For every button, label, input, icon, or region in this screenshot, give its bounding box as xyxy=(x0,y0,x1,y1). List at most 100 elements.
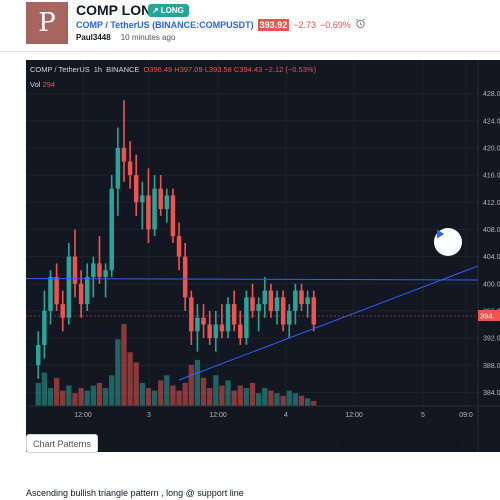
volume-bar xyxy=(243,388,250,406)
volume-bar xyxy=(219,385,225,406)
candle-body xyxy=(164,195,170,210)
candle-body xyxy=(268,290,274,311)
last-price-label: 394. xyxy=(480,312,495,321)
alarm-clock-icon[interactable] xyxy=(355,18,366,31)
published-time: 10 minutes ago xyxy=(120,33,176,42)
volume-bar xyxy=(139,382,145,406)
candle-body xyxy=(42,310,47,345)
candle-body xyxy=(293,290,298,311)
volume-bar xyxy=(72,393,78,406)
volume-bar xyxy=(47,388,54,406)
y-tick-label: 416.0 xyxy=(483,173,500,180)
y-tick-label: 408.0 xyxy=(483,227,500,234)
author-avatar[interactable]: P xyxy=(26,2,68,44)
candle-body xyxy=(280,297,286,325)
candle-body xyxy=(158,188,163,210)
candle-body xyxy=(182,256,188,298)
long-badge: ↗ LONG xyxy=(148,4,189,17)
volume-bar xyxy=(311,400,317,406)
arrow-up-icon: ↗ xyxy=(152,6,159,15)
volume-bar xyxy=(231,390,237,406)
candle-body xyxy=(287,310,292,325)
divider xyxy=(0,51,500,52)
volume-bar xyxy=(207,388,213,406)
candle-body xyxy=(231,304,237,325)
share-button[interactable] xyxy=(376,437,387,448)
volume-bar xyxy=(41,372,48,406)
price-change: −2.73 xyxy=(293,19,316,30)
candle-body xyxy=(201,317,206,325)
candle-body xyxy=(250,297,255,311)
play-button[interactable] xyxy=(434,228,462,256)
comments-button[interactable]: 0 xyxy=(340,437,359,448)
price-chart[interactable]: 384.0388.0392.0396.0400.0404.0408.0412.0… xyxy=(26,60,500,452)
volume-bar xyxy=(115,339,121,406)
candle-body xyxy=(91,263,96,277)
support-trendline[interactable] xyxy=(178,265,479,381)
candle-body xyxy=(78,283,84,305)
candle-body xyxy=(256,304,261,311)
megaphone-button[interactable] xyxy=(414,437,426,448)
y-tick-label: 428.0 xyxy=(483,91,500,98)
candle-body xyxy=(305,297,310,305)
volume-bar xyxy=(188,365,194,406)
legend-exchange: BINANCE xyxy=(106,65,140,74)
volume-bar xyxy=(145,388,152,406)
volume-bar xyxy=(262,388,268,406)
candle-body xyxy=(152,188,157,230)
volume-bar xyxy=(237,385,243,406)
y-tick-label: 384.0 xyxy=(483,390,500,397)
volume-bar xyxy=(109,375,115,406)
price-badge: 393.92 xyxy=(257,18,290,31)
candle-body xyxy=(311,297,316,325)
megaphone-icon xyxy=(415,437,424,448)
volume-bar xyxy=(292,393,299,406)
candle-body xyxy=(176,236,182,257)
volume-bar xyxy=(274,393,280,406)
volume-bar xyxy=(225,380,231,406)
price-change-pct: −0.69% xyxy=(319,19,351,30)
candle-body xyxy=(189,297,194,332)
y-tick-label: 400.0 xyxy=(483,281,500,288)
volume-bar xyxy=(164,375,170,406)
volume-bar xyxy=(96,382,103,406)
volume-label: Vol xyxy=(30,80,41,89)
play-icon xyxy=(437,229,444,239)
candle-body xyxy=(66,256,72,318)
candle-body xyxy=(54,276,59,305)
candle-body xyxy=(121,147,127,162)
symbol-link[interactable]: COMP / TetherUS (BINANCE:COMPUSDT) xyxy=(76,19,254,30)
volume-bar xyxy=(102,388,109,406)
x-tick-label: 3 xyxy=(147,412,151,419)
candle-body xyxy=(115,147,121,189)
candle-body xyxy=(195,317,200,332)
meta-line: Paul3448 10 minutes ago xyxy=(76,33,175,42)
author-name[interactable]: Paul3448 xyxy=(76,33,111,42)
volume-bar xyxy=(127,352,133,406)
resistance-line[interactable] xyxy=(26,278,479,281)
volume-bar xyxy=(182,382,188,406)
volume-bar xyxy=(213,375,219,406)
candle-body xyxy=(60,304,65,318)
bookmark-icon xyxy=(451,437,459,448)
x-tick-label: 12:00 xyxy=(209,412,227,419)
y-tick-label: 412.0 xyxy=(483,200,500,207)
volume-bar xyxy=(176,390,182,406)
candle-body xyxy=(84,276,90,305)
volume-bar xyxy=(194,359,201,406)
candle-body xyxy=(97,263,102,277)
volume-bar xyxy=(35,382,41,406)
chart-legend: COMP / TetherUS 1h BINANCE O396.49 H397.… xyxy=(30,65,316,74)
share-icon xyxy=(376,438,387,447)
bookmark-button[interactable] xyxy=(450,437,460,448)
x-tick-label: 09:0 xyxy=(459,412,473,419)
x-tick-label: 12:00 xyxy=(74,412,92,419)
like-button[interactable]: 0 xyxy=(482,437,500,449)
volume-bar xyxy=(121,324,127,406)
volume-bar xyxy=(158,380,164,406)
volume-bar xyxy=(151,390,158,406)
candle-body xyxy=(244,297,249,339)
volume-bar xyxy=(304,398,311,406)
x-tick-label: 12:00 xyxy=(345,412,363,419)
tag-chart-patterns[interactable]: Chart Patterns xyxy=(26,434,99,453)
